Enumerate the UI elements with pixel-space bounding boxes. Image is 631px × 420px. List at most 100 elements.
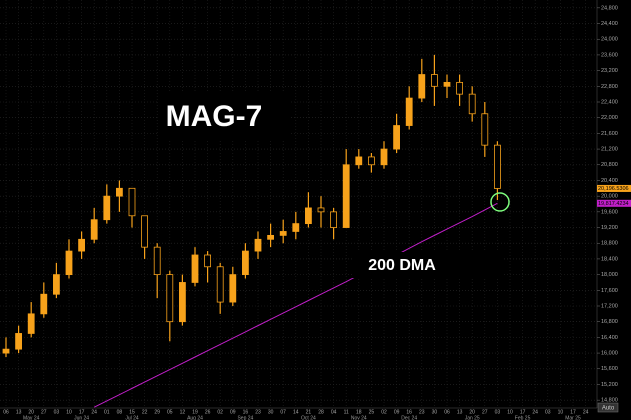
candle-body	[2, 348, 10, 354]
month-label: Nov 24	[351, 415, 367, 420]
candle-body	[380, 148, 388, 166]
x-tick-label: 12	[180, 409, 186, 415]
candle-body	[317, 207, 325, 213]
x-tick-label: 23	[255, 409, 261, 415]
y-tick-label: 16,000	[601, 351, 618, 357]
x-tick-label: 23	[419, 409, 425, 415]
y-tick-label: 19,600	[601, 209, 618, 215]
candle-body	[128, 187, 136, 217]
highlight-circle	[490, 192, 510, 212]
x-tick-label: 11	[344, 409, 349, 415]
month-label: Sep 24	[237, 415, 253, 420]
candle-body	[166, 274, 174, 323]
month-label: Jun 24	[74, 415, 89, 420]
candle-body	[241, 250, 249, 276]
candle-body	[254, 238, 262, 252]
x-tick-label: 14	[293, 409, 299, 415]
month-label: Dec 24	[401, 415, 417, 420]
candle-body	[103, 195, 111, 221]
y-tick-label: 24,400	[601, 21, 618, 27]
month-label: Aug 24	[187, 415, 203, 420]
x-tick-label: 22	[142, 409, 148, 415]
candle-body	[40, 293, 48, 315]
y-tick-label: 15,600	[601, 366, 618, 372]
y-tick-label: 21,200	[601, 147, 618, 153]
x-tick-label: 25	[369, 409, 375, 415]
x-tick-label: 03	[54, 409, 60, 415]
x-tick-label: 13	[16, 409, 22, 415]
y-tick-label: 15,200	[601, 382, 618, 388]
x-tick-label: 28	[318, 409, 324, 415]
month-label: Mar 25	[565, 415, 581, 420]
candle-body	[355, 156, 363, 166]
x-tick-label: 17	[570, 409, 576, 415]
annotation-box	[352, 252, 502, 278]
x-tick-label: 04	[331, 409, 337, 415]
x-tick-label: 30	[432, 409, 438, 415]
x-tick-label: 03	[545, 409, 551, 415]
candle-body	[216, 266, 224, 303]
x-tick-label: 16	[406, 409, 412, 415]
candle-body	[229, 274, 237, 303]
y-tick-label: 18,400	[601, 256, 618, 262]
x-tick-label: 20	[469, 409, 475, 415]
candle-body	[493, 144, 501, 189]
candle-body	[279, 231, 287, 236]
x-tick-label: 26	[205, 409, 211, 415]
x-tick-label: 13	[457, 409, 463, 415]
candle-body	[418, 74, 426, 99]
x-tick-label: 24	[583, 409, 589, 415]
y-tick-label: 20,800	[601, 162, 618, 168]
y-tick-label: 23,600	[601, 52, 618, 58]
y-tick-label: 20,000	[601, 194, 618, 200]
candle-body	[430, 74, 438, 87]
price-tag	[597, 199, 631, 207]
candle-body	[443, 81, 451, 87]
x-tick-label: 10	[66, 409, 72, 415]
month-label: Oct 24	[301, 415, 316, 420]
month-label: May 24	[23, 415, 40, 420]
x-tick-label: 08	[117, 409, 123, 415]
auto-button-label[interactable]: Auto	[602, 406, 615, 412]
x-tick-label: 10	[558, 409, 564, 415]
candle-body	[78, 238, 85, 252]
y-tick-label: 18,000	[601, 272, 618, 278]
y-tick-label: 22,400	[601, 99, 618, 105]
candle-body	[342, 164, 350, 228]
x-tick-label: 29	[154, 409, 160, 415]
auto-button[interactable]	[597, 402, 619, 413]
candle-body	[141, 215, 149, 248]
x-tick-label: 05	[167, 409, 173, 415]
x-tick-label: 09	[230, 409, 236, 415]
candle-body	[116, 187, 123, 197]
x-tick-label: 17	[520, 409, 526, 415]
candle-body	[405, 97, 413, 126]
candle-body	[65, 250, 73, 276]
x-tick-label: 03	[495, 409, 501, 415]
x-tick-label: 06	[444, 409, 450, 415]
y-tick-label: 18,800	[601, 241, 618, 247]
candle-body	[15, 333, 23, 350]
x-tick-label: 18	[356, 409, 362, 415]
x-tick-label: 10	[507, 409, 513, 415]
dma-line	[93, 202, 498, 408]
x-tick-label: 06	[3, 409, 9, 415]
x-tick-label: 02	[381, 409, 387, 415]
candle-body	[153, 246, 161, 276]
y-tick-label: 22,000	[601, 115, 618, 121]
x-tick-label: 02	[217, 409, 223, 415]
candle-body	[304, 207, 312, 225]
x-tick-label: 19	[192, 409, 198, 415]
candle-body	[367, 156, 375, 166]
x-tick-label: 15	[129, 409, 135, 415]
x-tick-label: 09	[394, 409, 400, 415]
month-label: Jan 25	[465, 415, 480, 420]
candle-body	[468, 93, 476, 115]
x-tick-label: 20	[28, 409, 34, 415]
annotation: MAG-7	[166, 100, 263, 133]
annotation: 200 DMA	[368, 257, 436, 274]
y-tick-label: 21,600	[601, 131, 618, 137]
x-tick-label: 17	[79, 409, 85, 415]
month-label: Jul 24	[125, 415, 139, 420]
